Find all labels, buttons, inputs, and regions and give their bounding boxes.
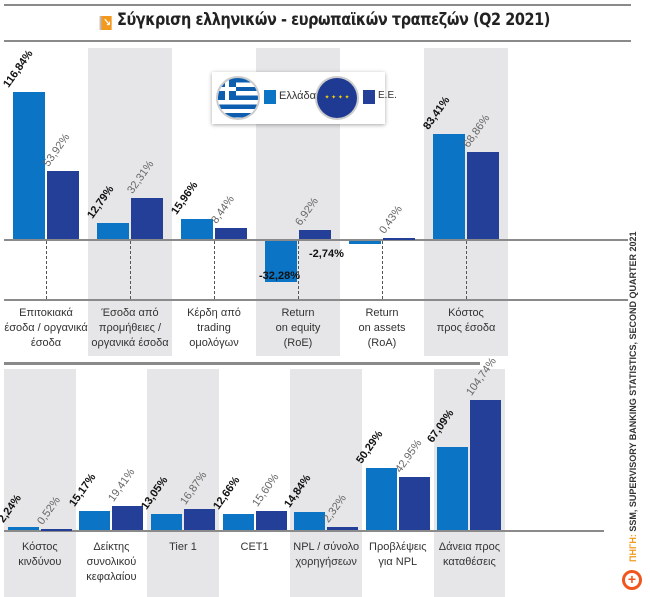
category-label: Επιτοκιακά έσοδα / οργανικά έσοδα <box>4 307 88 349</box>
bar-eu <box>398 476 430 530</box>
category-leader-line <box>466 241 467 299</box>
bar-eu <box>470 400 502 530</box>
bar-greece <box>7 527 39 530</box>
chart-title: ↘ Σύγκριση ελληνικών - ευρωπαϊκών τραπεζώ… <box>49 10 602 30</box>
category-label: Κόστος κινδύνου <box>18 541 62 568</box>
category-label: Κόστος προς έσοδα <box>436 307 496 334</box>
source-text: SSM, SUPERVISORY BANKING STATISTICS, SEC… <box>628 231 638 532</box>
bar-eu <box>467 152 499 239</box>
bar-eu <box>299 230 331 239</box>
baseline <box>4 239 628 241</box>
legend: Ελλάδα ✦ ✦ ✦ ✦ Ε.Ε. <box>212 72 397 124</box>
axis-rule <box>4 299 628 301</box>
bar-eu <box>40 529 72 532</box>
eu-flag-icon: ✦ ✦ ✦ ✦ <box>317 78 357 118</box>
bar-greece <box>13 91 45 239</box>
category-label: Return on assets (RoA) <box>358 307 406 349</box>
category-leader-line <box>46 241 47 299</box>
value-label-eu: 42,95% <box>392 437 425 475</box>
category-label: Προβλέψεις για NPL <box>369 541 427 568</box>
value-label-greece: 15,96% <box>169 179 201 217</box>
zoom-in-icon[interactable]: + <box>622 570 642 590</box>
value-label-greece: 116,84% <box>1 47 36 90</box>
value-label-eu: 8,44% <box>209 193 237 227</box>
value-label-greece: -32,28% <box>259 269 300 282</box>
category-label: CET1 <box>240 541 269 553</box>
bar-eu <box>184 509 215 530</box>
legend-swatch-greece <box>264 90 276 104</box>
category-label: Δάνεια προς καταθέσεις <box>438 541 501 568</box>
value-label-greece: -2,74% <box>309 248 344 261</box>
bar-greece <box>349 241 381 245</box>
bar-eu <box>112 505 144 530</box>
bar-eu <box>47 171 79 239</box>
source-prefix: ΠΗΓΗ: <box>628 534 638 562</box>
bar-eu <box>131 198 163 239</box>
category-leader-line <box>298 241 299 299</box>
arrow-icon: ↘ <box>100 16 112 30</box>
bar-greece <box>181 218 213 239</box>
column-band <box>147 369 219 597</box>
source-note: ΠΗΓΗ: SSM, SUPERVISORY BANKING STATISTIC… <box>628 232 638 562</box>
value-label-eu: 0,43% <box>377 204 405 237</box>
column-band <box>290 369 362 597</box>
bar-greece <box>265 241 297 282</box>
bar-greece <box>294 511 326 530</box>
title-rule <box>4 40 631 42</box>
legend-label-greece: Ελλάδα <box>279 90 317 102</box>
value-label-eu: 53,92% <box>41 131 73 170</box>
category-leader-line <box>214 241 215 299</box>
value-label-eu: 15,60% <box>249 471 281 509</box>
bar-greece <box>365 467 397 530</box>
category-label: NPL / σύνολο χορηγήσεων <box>293 541 360 568</box>
greek-flag-icon <box>218 78 258 118</box>
legend-label-eu: Ε.Ε. <box>378 90 397 101</box>
category-leader-line <box>130 241 131 299</box>
bar-greece <box>97 222 129 239</box>
baseline <box>4 530 604 532</box>
bar-eu <box>255 510 287 530</box>
column-band <box>4 369 76 597</box>
section-rule <box>4 362 480 365</box>
category-label: Tier 1 <box>169 541 197 553</box>
legend-swatch-eu <box>363 90 375 104</box>
category-leader-line <box>382 241 383 299</box>
bar-eu <box>383 238 415 241</box>
bar-eu <box>327 527 359 530</box>
category-label: Κέρδη από trading ομολόγων <box>187 307 241 349</box>
bar-greece <box>433 133 465 239</box>
bar-greece <box>151 513 182 530</box>
bar-greece <box>222 514 254 530</box>
bar-eu <box>215 228 247 239</box>
category-label: Return on equity (RoE) <box>275 307 321 349</box>
title-text: Σύγκριση ελληνικών - ευρωπαϊκών τραπεζών… <box>117 10 550 30</box>
value-label-eu: 19,41% <box>106 466 138 504</box>
category-label: Έσοδα από προμήθειες / οργανικά έσοδα <box>91 307 169 349</box>
bar-greece <box>79 511 111 530</box>
bar-greece <box>437 446 469 530</box>
top-rule <box>4 4 631 6</box>
category-label: Δείκτης συνολικού κεφαλαίου <box>86 541 137 583</box>
